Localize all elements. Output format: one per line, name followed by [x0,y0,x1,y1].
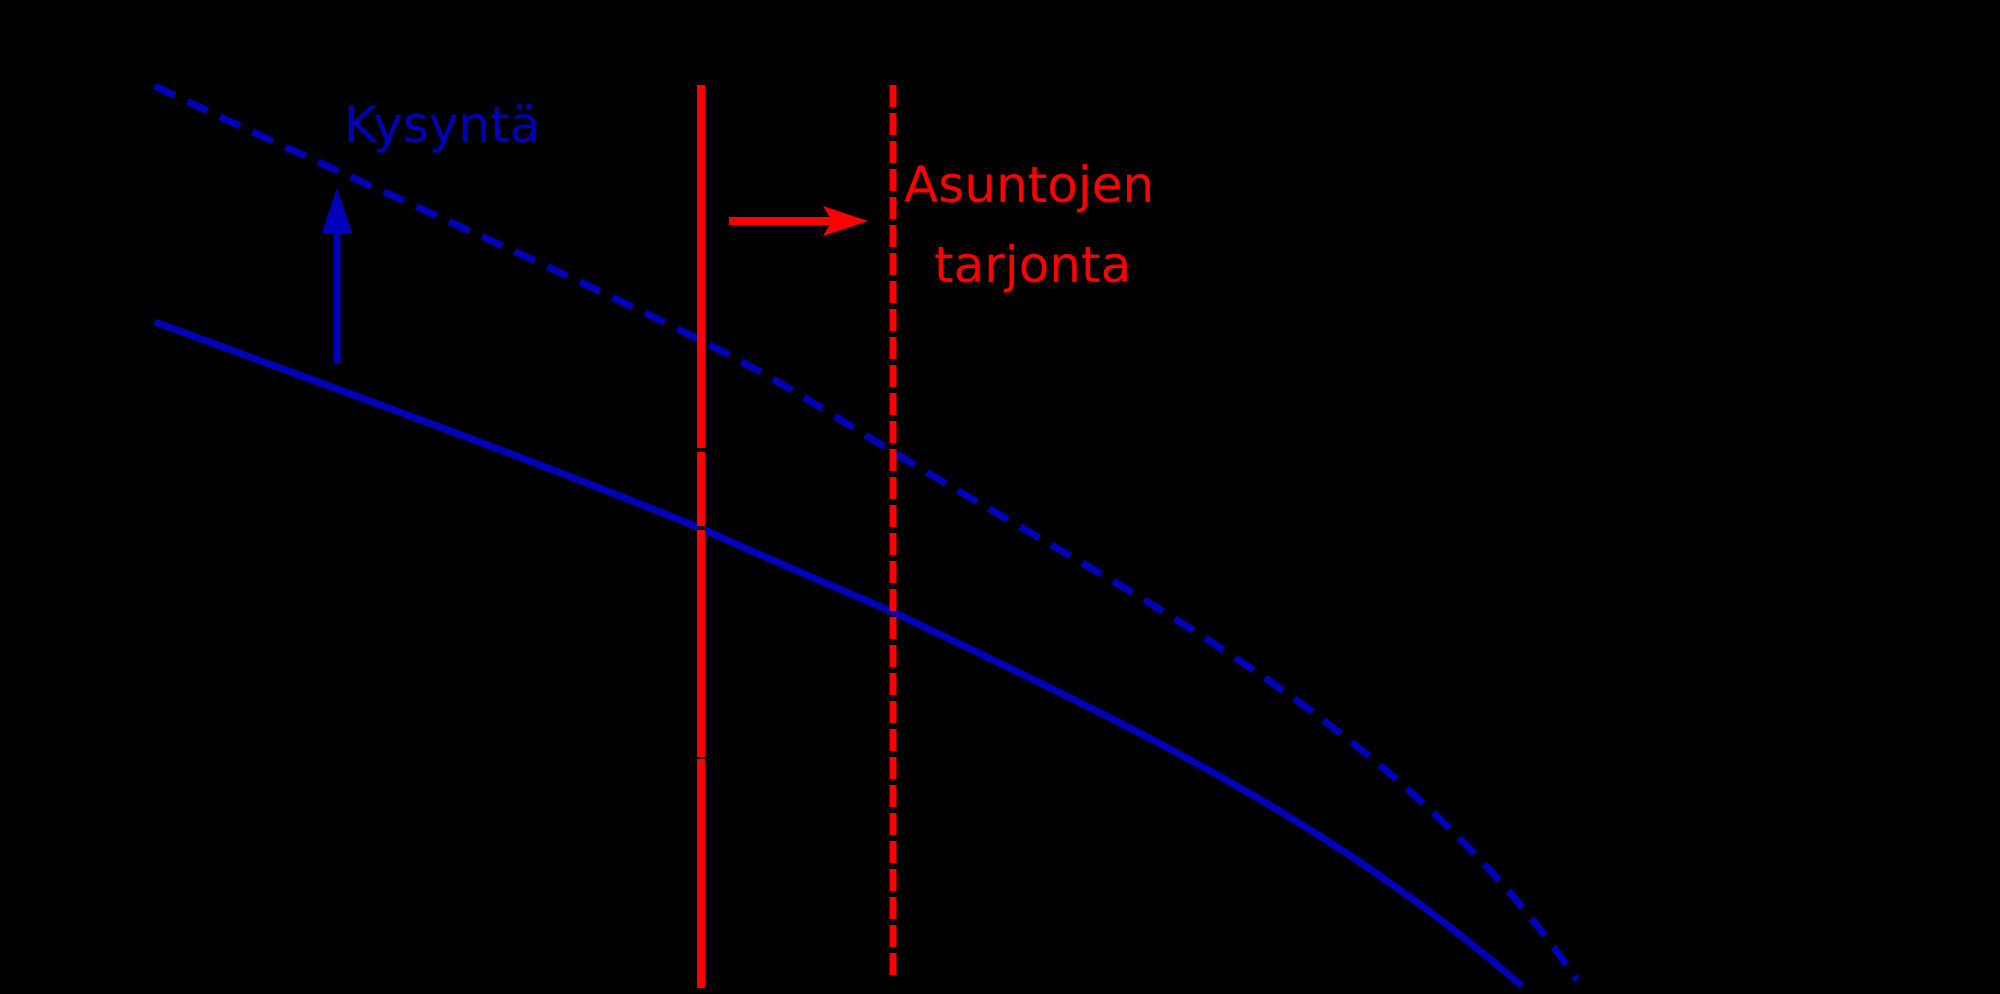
demand-curve-shifted [153,82,1580,982]
tick-mark [697,757,705,759]
supply-label-line1: Asuntojen [904,156,1155,214]
tick-mark [697,526,705,530]
tick-mark [697,448,705,452]
demand-curve-original [153,318,1525,989]
demand-shift-arrow-icon [322,188,352,363]
demand-label: Kysyntä [344,96,541,154]
supply-shift-arrow-icon [729,206,868,236]
supply-label-line2: tarjonta [934,236,1132,294]
